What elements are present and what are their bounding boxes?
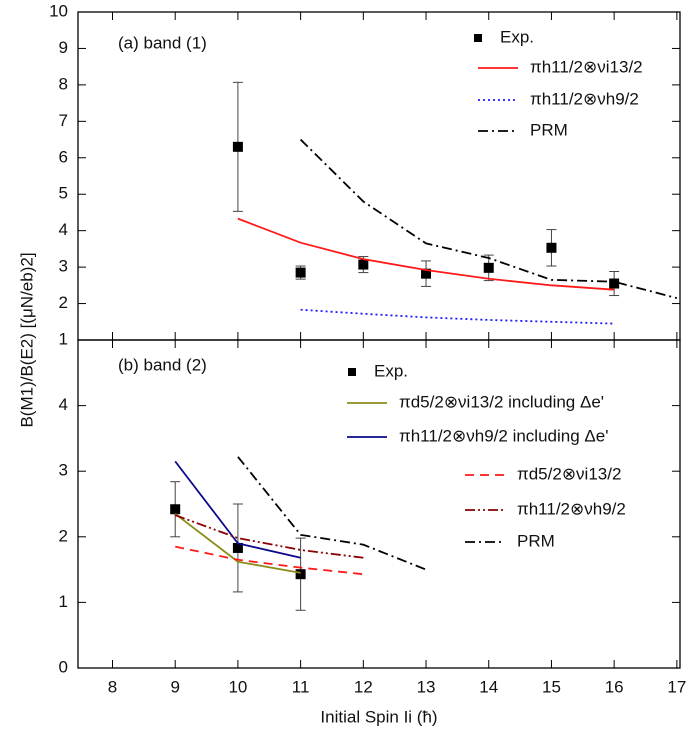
series-line bbox=[175, 545, 364, 576]
y-tick-label: 3 bbox=[59, 257, 68, 276]
y-tick-label: 2 bbox=[59, 526, 68, 545]
legend-label: PRM bbox=[530, 120, 568, 139]
data-point bbox=[295, 267, 306, 278]
data-point bbox=[232, 141, 243, 152]
series-line bbox=[299, 138, 678, 299]
y-tick-label: 4 bbox=[59, 395, 68, 414]
x-tick-label: 10 bbox=[228, 677, 247, 696]
y-tick-label: 4 bbox=[59, 220, 68, 239]
legend-label: πd5/2⊗νi13/2 including Δe' bbox=[399, 392, 604, 411]
data-point bbox=[358, 259, 369, 270]
x-tick-label: 9 bbox=[170, 677, 179, 696]
legend-label: πh11/2⊗νh9/2 including Δe' bbox=[399, 426, 608, 445]
panel-title: (a) band (1) bbox=[118, 33, 207, 52]
y-tick-label: 10 bbox=[49, 1, 68, 20]
y-tick-label: 9 bbox=[59, 38, 68, 57]
y-tick-label: 6 bbox=[59, 147, 68, 166]
data-point bbox=[546, 242, 557, 253]
y-axis-label: B(M1)/B(E2) [(μN/eb)2] bbox=[17, 252, 36, 427]
y-tick-label: 0 bbox=[59, 657, 68, 676]
y-tick-label: 7 bbox=[59, 111, 68, 130]
legend-label: πd5/2⊗νi13/2 bbox=[517, 464, 621, 483]
legend-label: PRM bbox=[517, 531, 555, 550]
legend-label: πh11/2⊗νh9/2 bbox=[517, 499, 626, 518]
series-line bbox=[237, 456, 427, 571]
series-line bbox=[237, 217, 615, 291]
y-tick-label: 1 bbox=[59, 329, 68, 348]
data-point bbox=[295, 569, 306, 580]
legend-label: Exp. bbox=[500, 27, 534, 46]
series-line bbox=[174, 514, 364, 559]
x-tick-label: 16 bbox=[605, 677, 624, 696]
data-point bbox=[232, 542, 243, 553]
panel-title: (b) band (2) bbox=[118, 355, 207, 374]
plot-frame bbox=[77, 339, 681, 669]
x-tick-label: 8 bbox=[108, 677, 117, 696]
data-point bbox=[170, 504, 181, 515]
series-line bbox=[300, 308, 615, 325]
legend-label: πh11/2⊗νh9/2 bbox=[530, 89, 639, 108]
x-tick-label: 11 bbox=[292, 677, 310, 696]
data-point bbox=[609, 278, 620, 289]
y-tick-label: 5 bbox=[59, 184, 68, 203]
x-tick-label: 14 bbox=[479, 677, 498, 696]
x-tick-label: 17 bbox=[667, 677, 686, 696]
y-tick-label: 8 bbox=[59, 74, 68, 93]
x-tick-label: 13 bbox=[417, 677, 436, 696]
legend-marker bbox=[348, 368, 356, 376]
y-tick-label: 1 bbox=[59, 592, 68, 611]
y-tick-label: 3 bbox=[59, 461, 68, 480]
x-axis-label: Initial Spin Ii (ħ) bbox=[320, 707, 437, 726]
legend-label: Exp. bbox=[374, 361, 408, 380]
series-line bbox=[174, 460, 301, 559]
data-point bbox=[421, 268, 432, 279]
y-tick-label: 2 bbox=[59, 293, 68, 312]
x-tick-label: 12 bbox=[354, 677, 373, 696]
x-tick-label: 15 bbox=[542, 677, 561, 696]
series-line bbox=[174, 513, 301, 574]
legend-marker bbox=[474, 34, 482, 42]
legend-label: πh11/2⊗νi13/2 bbox=[530, 57, 643, 76]
data-point bbox=[483, 262, 494, 273]
